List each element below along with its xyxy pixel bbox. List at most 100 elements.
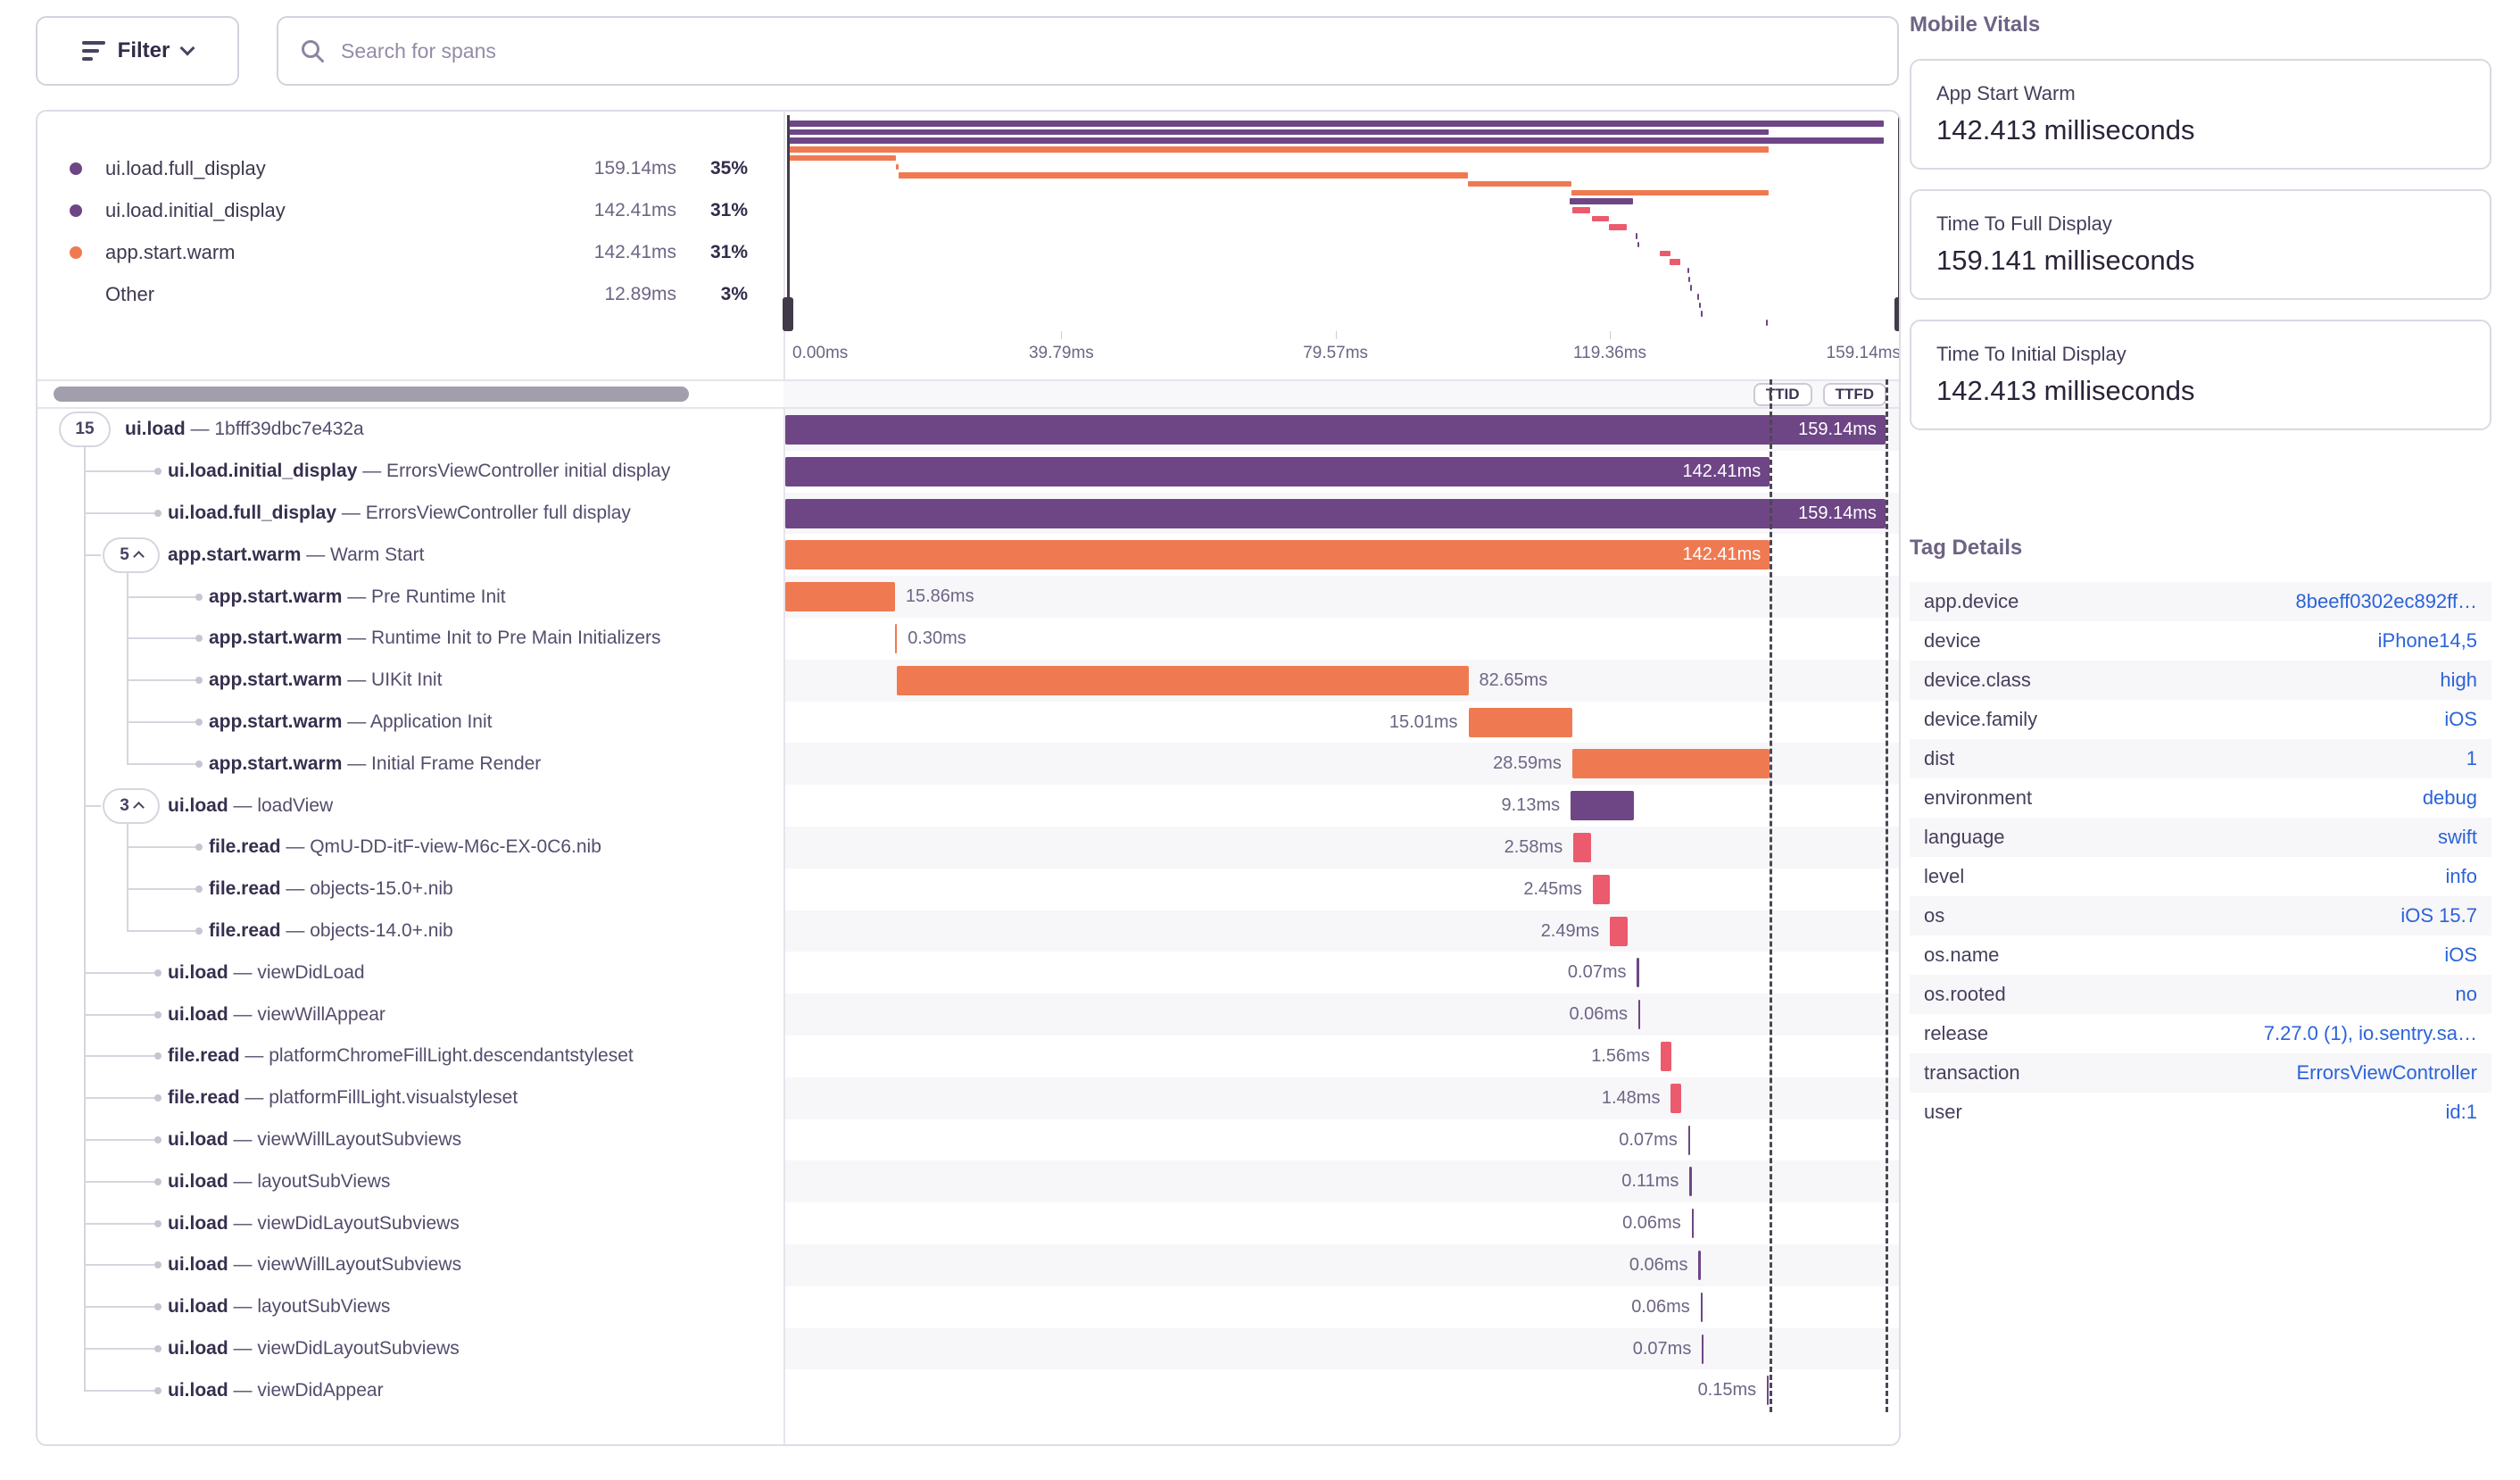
span-tree-row[interactable]: file.read — objects-14.0+.nib [37,910,783,952]
tag-value-link[interactable]: high [2440,669,2477,691]
span-tree-row[interactable]: app.start.warm — Application Init [37,702,783,744]
tag-value-link[interactable]: iOS [2444,708,2477,730]
minimap-canvas[interactable] [783,115,1899,331]
span-bar-row[interactable]: 142.41ms [785,534,1899,576]
span-tree-row[interactable]: ui.load — viewDidLoad [37,952,783,994]
span-tree-row[interactable]: file.read — platformChromeFillLight.desc… [37,1035,783,1077]
span-tree-row[interactable]: ui.load — layoutSubViews [37,1160,783,1202]
span-bar-row[interactable]: 9.13ms [785,785,1899,827]
span-tree-row[interactable]: file.read — QmU-DD-itF-view-M6c-EX-0C6.n… [37,827,783,869]
span-duration-label: 1.48ms [1601,1087,1661,1108]
tag-value-link[interactable]: 7.27.0 (1), io.sentry.sa… [2263,1022,2477,1044]
span-bar-row[interactable]: 0.30ms [785,618,1899,660]
span-bar-row[interactable]: 2.49ms [785,910,1899,952]
span-collapse-badge[interactable]: 15 [59,412,111,448]
minimap-span-bar [1687,267,1689,274]
span-collapse-badge[interactable]: 3 [103,787,160,824]
span-duration-label: 15.01ms [1388,711,1458,732]
minimap-right-drag-handle[interactable] [1894,297,1899,331]
span-tree-row[interactable]: app.start.warm — Runtime Init to Pre Mai… [37,618,783,660]
span-collapse-badge[interactable]: 5 [103,536,160,573]
span-bar-row[interactable]: 0.06ms [785,994,1899,1035]
span-tree-row[interactable]: ui.load — viewWillLayoutSubviews [37,1119,783,1161]
span-tree-row[interactable]: ui.load.initial_display — ErrorsViewCont… [37,451,783,493]
ttfd-chip[interactable]: TTFD [1822,382,1886,406]
span-bar-row[interactable]: 15.86ms [785,576,1899,618]
span-description: — UIKit Init [342,669,443,691]
span-bar-row[interactable]: 142.41ms [785,451,1899,493]
span-op: ui.load [168,1296,228,1318]
span-tree-row[interactable]: ui.load — viewDidAppear [37,1369,783,1411]
span-bar-row[interactable]: 28.59ms [785,743,1899,786]
span-bar-row[interactable]: 2.45ms [785,869,1899,910]
span-bar-row[interactable]: 15.01ms [785,702,1899,744]
tag-value-link[interactable]: iOS [2444,944,2477,966]
tag-value-link[interactable]: no [2455,983,2477,1005]
vital-card-value: 159.141 milliseconds [1936,245,2195,276]
filter-button[interactable]: Filter [36,16,239,86]
ttid-chip[interactable]: TTID [1753,382,1812,406]
axis-tick-label: 119.36ms [1573,344,1647,362]
tag-value-link[interactable]: iPhone14,5 [2377,629,2477,652]
span-tree-row[interactable]: app.start.warm — Pre Runtime Init [37,576,783,618]
span-duration-label: 0.30ms [908,628,966,648]
span-bar-row[interactable]: 0.15ms [785,1369,1899,1411]
span-bar-row[interactable]: 1.48ms [785,1077,1899,1119]
tag-row: os iOS 15.7 [1910,896,2491,935]
span-bar-row[interactable]: 0.06ms [785,1202,1899,1244]
span-tree-column: 15 ui.load — 1bfff39dbc7e432a ui.load.init… [37,409,783,1412]
span-duration-bar [1687,1125,1690,1155]
span-tree-row[interactable]: ui.load — viewWillAppear [37,994,783,1035]
span-description: — viewWillLayoutSubviews [228,1128,462,1150]
span-tree-row[interactable]: app.start.warm — UIKit Init [37,660,783,702]
span-bar-row[interactable]: 0.07ms [785,1327,1899,1370]
tag-value-link[interactable]: debug [2422,786,2477,809]
minimap-span-bar [787,154,897,162]
span-tree-row[interactable]: ui.load — viewDidLayoutSubviews [37,1202,783,1244]
span-bar-row[interactable]: 2.58ms [785,827,1899,869]
span-label: ui.load — viewDidLayoutSubviews [168,1213,460,1235]
search-input[interactable] [341,38,1876,63]
span-duration-bar: 159.14ms [785,498,1886,528]
span-bar-row[interactable]: 0.06ms [785,1244,1899,1286]
tree-connector-line [84,1222,154,1225]
span-tree-row[interactable]: file.read — platformFillLight.visualstyl… [37,1077,783,1119]
span-tree-row[interactable]: 5 app.start.warm — Warm Start [37,534,783,576]
span-tree-row[interactable]: ui.load — layoutSubViews [37,1286,783,1328]
tag-value-link[interactable]: swift [2438,826,2477,848]
span-label: ui.load — layoutSubViews [168,1296,390,1318]
axis-tick-label: 159.14ms [1826,344,1901,362]
span-op: app.start.warm [168,544,302,565]
tag-value-link[interactable]: ErrorsViewController [2296,1061,2477,1084]
span-tree-row[interactable]: ui.load — viewWillLayoutSubviews [37,1244,783,1286]
span-bar-row[interactable]: 159.14ms [785,409,1899,451]
span-duration-bar [1637,958,1639,988]
tag-value-link[interactable]: 8beeff0302ec892ff… [2295,590,2477,612]
tag-value-link[interactable]: iOS 15.7 [2400,904,2477,927]
span-bar-row[interactable]: 1.56ms [785,1035,1899,1077]
span-bar-row[interactable]: 159.14ms [785,492,1899,535]
legend-item[interactable]: ui.load.initial_display 142.41ms 31% [70,189,748,231]
minimap-left-drag-handle[interactable] [783,297,793,331]
tree-horizontal-scrollbar-thumb[interactable] [54,387,689,402]
span-tree-row[interactable]: app.start.warm — Initial Frame Render [37,743,783,785]
span-bar-row[interactable]: 0.06ms [785,1286,1899,1328]
span-tree-row[interactable]: ui.load — viewDidLayoutSubviews [37,1328,783,1370]
span-bar-row[interactable]: 82.65ms [785,659,1899,702]
span-tree-row[interactable]: file.read — objects-15.0+.nib [37,869,783,910]
legend-item[interactable]: app.start.warm 142.41ms 31% [70,231,748,273]
span-tree-row[interactable]: 15 ui.load — 1bfff39dbc7e432a [37,409,783,451]
span-duration-label: 0.06ms [1569,1004,1629,1025]
span-tree-row[interactable]: ui.load.full_display — ErrorsViewControl… [37,493,783,535]
legend-item[interactable]: ui.load.full_display 159.14ms 35% [70,147,748,189]
span-bar-row[interactable]: 0.07ms [785,952,1899,994]
tag-value-link[interactable]: 1 [2466,747,2477,769]
span-bar-row[interactable]: 0.07ms [785,1119,1899,1161]
tag-value-link[interactable]: info [2445,865,2477,887]
timeline-region [783,112,1899,1444]
legend-item-percent: 3% [720,283,748,304]
tag-value-link[interactable]: id:1 [2445,1101,2477,1123]
span-tree-row[interactable]: 3 ui.load — loadView [37,785,783,827]
span-bar-row[interactable]: 0.11ms [785,1160,1899,1203]
legend-item[interactable]: Other 12.89ms 3% [70,273,748,315]
